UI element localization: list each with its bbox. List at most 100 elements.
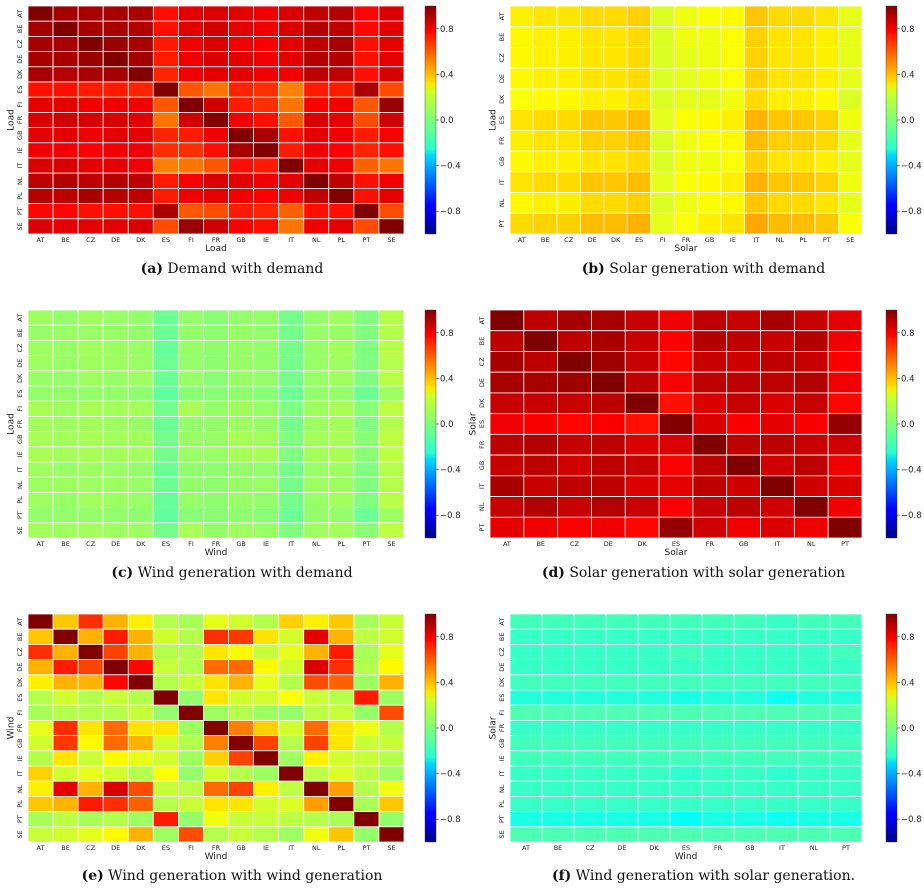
heatmap-cell [177, 66, 204, 83]
colorbar-tick-label: −0.4 [901, 466, 922, 476]
heatmap-cell [580, 150, 605, 173]
heatmap-cell [278, 96, 305, 113]
heatmap-cell [52, 796, 79, 813]
heatmap-cell [701, 689, 735, 706]
heatmap-cell [673, 109, 699, 131]
heatmap-cell [152, 172, 179, 189]
heatmap-cell [557, 433, 592, 456]
heatmap-cell [278, 613, 305, 630]
colorbar-tick-label: 0.0 [440, 420, 454, 430]
heatmap-cell [52, 218, 79, 235]
heatmap-cell [658, 413, 694, 435]
heatmap-cell [127, 203, 154, 220]
heatmap-cell [177, 750, 204, 767]
heatmap-cell [303, 522, 330, 539]
heatmap-cell [605, 659, 639, 676]
heatmap-cell [603, 129, 628, 152]
heatmap-cell [829, 750, 863, 767]
x-tick-label: PT [841, 540, 849, 548]
heatmap-cell [303, 476, 330, 493]
heatmap-cell [557, 371, 592, 394]
heatmap-cell [765, 704, 799, 721]
heatmap-cell [278, 446, 305, 463]
heatmap-cell [523, 413, 559, 435]
heatmap-cell [658, 392, 694, 415]
heatmap-cell [797, 720, 831, 737]
heatmap-cell [278, 36, 305, 53]
heatmap-cell [378, 415, 405, 432]
heatmap-cell [793, 475, 829, 497]
colorbar-tick-label: 0.8 [901, 25, 915, 35]
heatmap-cell [27, 309, 54, 326]
heatmap-cell [77, 644, 104, 661]
y-tick-label: AT [498, 12, 506, 20]
heatmap-cell [27, 385, 54, 402]
heatmap-cell [814, 171, 839, 193]
heatmap-cell [152, 66, 179, 83]
heatmap-cell [353, 689, 380, 706]
heatmap-cell [228, 51, 254, 68]
x-tick-label: BE [61, 236, 70, 244]
x-axis-label: Wind [675, 852, 698, 862]
heatmap-cell [793, 496, 829, 518]
heatmap-cell [127, 324, 154, 341]
heatmap-cell [52, 826, 79, 843]
x-tick-label: DK [136, 236, 146, 244]
heatmap-cell [278, 826, 305, 843]
heatmap-cell [378, 628, 405, 645]
heatmap-cell [692, 454, 728, 477]
heatmap-cell [378, 826, 405, 843]
y-tick-label: DE [498, 74, 506, 83]
heatmap-cell [303, 370, 330, 387]
x-tick-label: BE [61, 540, 70, 548]
heatmap-cell [177, 81, 204, 98]
heatmap-cell [52, 659, 79, 676]
heatmap-cell [829, 704, 863, 721]
heatmap-cell [697, 26, 722, 48]
x-tick-label: PL [800, 236, 808, 244]
heatmap-cell [253, 112, 280, 129]
heatmap-cell [378, 127, 405, 144]
heatmap-cell [177, 127, 204, 144]
heatmap-cell [580, 192, 605, 214]
heatmap-cell [152, 431, 179, 448]
heatmap-cell [228, 826, 254, 843]
heatmap-cell [127, 522, 154, 539]
y-tick-label: PT [478, 524, 486, 532]
heatmap-cell [77, 81, 104, 98]
heatmap-cell [328, 385, 355, 402]
x-tick-label: IE [730, 236, 736, 244]
heatmap-cell [767, 67, 793, 90]
heatmap-cell [605, 628, 639, 645]
heatmap-cell [152, 628, 179, 645]
heatmap-cell [303, 431, 330, 448]
heatmap-cell [127, 157, 154, 174]
heatmap-cell [102, 127, 129, 144]
heatmap-cell [650, 88, 675, 111]
heatmap-cell [669, 780, 703, 797]
heatmap-cell [77, 142, 104, 159]
y-tick-label: AT [498, 618, 506, 626]
heatmap-cell [27, 476, 54, 493]
heatmap-cell [744, 88, 769, 111]
x-tick-label: SE [387, 844, 395, 852]
colorbar [424, 309, 437, 539]
panel-caption: (a) Demand with demand [141, 261, 324, 277]
heatmap-cell [541, 674, 575, 691]
heatmap-cell [489, 351, 525, 373]
colorbar-tick-label: −0.4 [440, 466, 461, 476]
heatmap-cell [669, 720, 703, 737]
heatmap-cell [102, 644, 129, 661]
heatmap-cell [77, 704, 104, 721]
heatmap-cell [378, 522, 405, 539]
heatmap-cell [760, 309, 795, 332]
heatmap-cell [102, 324, 129, 341]
y-tick-label: FI [498, 710, 506, 716]
heatmap-cell [556, 171, 581, 193]
heatmap-cell [253, 796, 280, 813]
heatmap-cell [378, 66, 405, 83]
heatmap-cell [793, 351, 829, 373]
y-tick-label: GB [498, 738, 506, 748]
panel-d: AT BE CZ DE DK ES FR GB IT NL PT AT BE CZ DE DK ES FR GB IT… [469, 309, 922, 581]
